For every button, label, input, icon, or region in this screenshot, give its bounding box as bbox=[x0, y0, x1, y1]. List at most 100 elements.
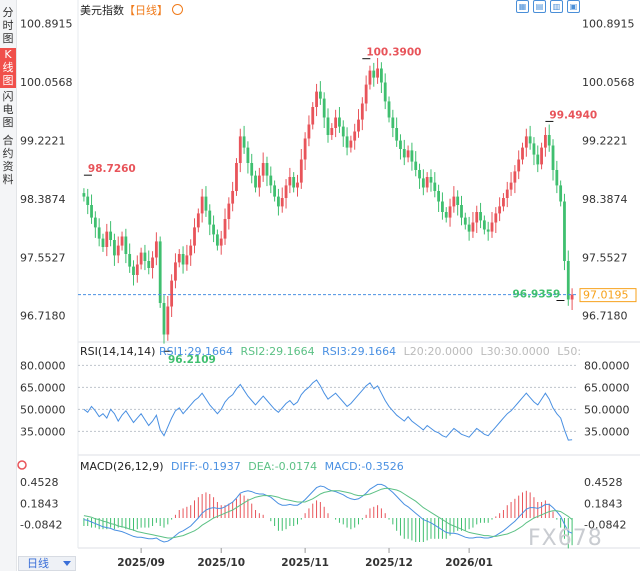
tab-timeshare[interactable]: 分 时 图 bbox=[2, 6, 14, 45]
tab-kline[interactable]: K 线 图 bbox=[0, 48, 16, 88]
tab-contract-info[interactable]: 合 约 资 料 bbox=[2, 134, 14, 186]
price-tick-right: 96.7180 bbox=[582, 310, 628, 323]
rsi1-value: RSI1:29.1664 bbox=[158, 345, 233, 358]
candle-body bbox=[246, 147, 250, 163]
candle-body bbox=[421, 178, 425, 188]
rsi-tick-right: 50.0000 bbox=[584, 403, 630, 416]
candle-body bbox=[444, 212, 448, 218]
price-tick-left: 98.3874 bbox=[20, 193, 66, 206]
candle-body bbox=[433, 182, 437, 191]
grid-icon[interactable]: ▦ bbox=[516, 0, 529, 13]
candle-body bbox=[471, 222, 475, 232]
candle-body bbox=[128, 254, 132, 267]
candle-body bbox=[532, 143, 536, 155]
candle-body bbox=[479, 212, 482, 221]
candle-body bbox=[460, 205, 463, 218]
candle-body bbox=[338, 117, 341, 127]
candle-body bbox=[353, 131, 357, 141]
macd-label: MACD(26,12,9) bbox=[80, 460, 164, 473]
candle-body bbox=[116, 245, 120, 256]
macd-tick-right: 0.1843 bbox=[584, 497, 623, 510]
rsi-tick-left: 65.0000 bbox=[20, 381, 66, 394]
candle-body bbox=[341, 126, 345, 137]
candle-body bbox=[543, 135, 547, 148]
candle-body bbox=[261, 163, 265, 176]
target-icon[interactable] bbox=[171, 4, 183, 15]
candle-body bbox=[219, 238, 223, 246]
candle-body bbox=[318, 91, 322, 99]
candle-body bbox=[231, 191, 235, 204]
candle-body bbox=[189, 245, 193, 256]
dea-value: DEA:-0.0174 bbox=[248, 460, 318, 473]
candle-body bbox=[402, 149, 406, 158]
candle-body bbox=[315, 91, 318, 107]
chevron-down-icon bbox=[63, 561, 71, 566]
rsi-tick-right: 35.0000 bbox=[584, 425, 630, 438]
annotation-label: 96.9359 bbox=[512, 288, 560, 300]
annotation-label: 99.4940 bbox=[549, 109, 597, 121]
tab-flash[interactable]: 闪 电 图 bbox=[2, 90, 14, 129]
candle-body bbox=[265, 163, 269, 176]
candle-body bbox=[124, 236, 128, 254]
candle-body bbox=[406, 150, 410, 158]
candle-body bbox=[383, 82, 387, 102]
candle-body bbox=[475, 212, 479, 223]
candle-body bbox=[196, 213, 200, 228]
candle-body bbox=[147, 261, 151, 268]
candle-body bbox=[139, 252, 143, 265]
candle-body bbox=[505, 189, 509, 198]
candle-body bbox=[570, 294, 574, 300]
candle-body bbox=[524, 136, 528, 148]
candle-body bbox=[204, 196, 208, 211]
candle-body bbox=[151, 257, 154, 268]
candle-body bbox=[208, 210, 212, 225]
candle-body bbox=[269, 175, 273, 186]
candle-body bbox=[113, 240, 116, 256]
candle-body bbox=[284, 185, 288, 198]
macd-tick-right: 0.4528 bbox=[584, 476, 623, 489]
candle-body bbox=[547, 135, 551, 146]
price-tick-left: 100.8915 bbox=[20, 18, 73, 31]
candle-body bbox=[566, 261, 570, 300]
candle-body bbox=[174, 262, 177, 281]
candle-body bbox=[540, 147, 543, 165]
candle-body bbox=[360, 103, 364, 120]
settings-icon[interactable]: ▥ bbox=[550, 0, 563, 13]
candle-body bbox=[200, 196, 204, 214]
period-dropdown[interactable]: 日线 bbox=[18, 556, 76, 571]
candle-body bbox=[502, 198, 505, 207]
candle-body bbox=[486, 229, 490, 232]
candle-body bbox=[563, 201, 566, 261]
candle-body bbox=[467, 224, 471, 232]
macd-tick-right: -0.0842 bbox=[584, 519, 626, 532]
download-icon[interactable]: ▣ bbox=[567, 0, 580, 13]
candle-body bbox=[345, 136, 349, 148]
chart-icon[interactable]: ▤ bbox=[533, 0, 546, 13]
candle-body bbox=[101, 238, 105, 247]
l50-value: L50: bbox=[557, 345, 582, 358]
candle-body bbox=[490, 222, 494, 232]
price-tick-left: 96.7180 bbox=[20, 310, 66, 323]
candle-body bbox=[181, 254, 185, 265]
candle-body bbox=[292, 177, 296, 188]
toolbar: ▦ ▤ ▥ ▣ bbox=[516, 0, 580, 13]
candle-body bbox=[513, 171, 517, 183]
candle-body bbox=[429, 177, 433, 183]
x-tick-label: 2025/10 bbox=[197, 557, 245, 569]
macd-diff-line bbox=[83, 483, 573, 543]
candle-body bbox=[391, 117, 395, 128]
rsi-tick-right: 80.0000 bbox=[584, 359, 630, 372]
candle-body bbox=[303, 138, 307, 160]
candle-body bbox=[494, 213, 498, 223]
candle-body bbox=[372, 70, 376, 78]
price-tick-right: 97.5527 bbox=[582, 251, 628, 264]
candle-body bbox=[536, 154, 540, 165]
candle-body bbox=[379, 68, 383, 83]
rsi-tick-left: 50.0000 bbox=[20, 403, 66, 416]
candle-body bbox=[296, 182, 299, 188]
candle-body bbox=[235, 163, 238, 191]
candle-body bbox=[311, 107, 315, 125]
candle-body bbox=[448, 206, 452, 218]
candle-body bbox=[273, 185, 277, 197]
